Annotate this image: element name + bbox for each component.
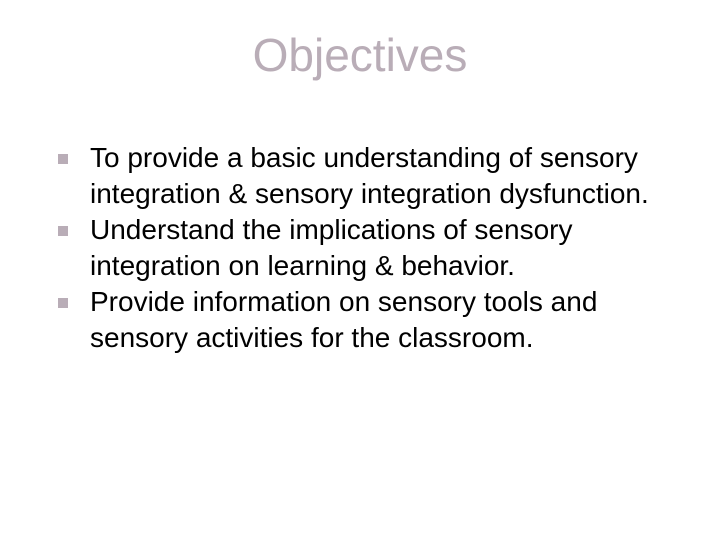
bullet-icon (58, 154, 68, 164)
slide-title: Objectives (0, 28, 720, 82)
bullet-icon (58, 226, 68, 236)
list-item: Provide information on sensory tools and… (58, 284, 670, 356)
bullet-list: To provide a basic understanding of sens… (58, 140, 670, 356)
bullet-icon (58, 298, 68, 308)
list-item: Understand the implications of sensory i… (58, 212, 670, 284)
bullet-text: Understand the implications of sensory i… (90, 212, 670, 284)
bullet-text: Provide information on sensory tools and… (90, 284, 670, 356)
slide: Objectives To provide a basic understand… (0, 0, 720, 540)
bullet-text: To provide a basic understanding of sens… (90, 140, 670, 212)
list-item: To provide a basic understanding of sens… (58, 140, 670, 212)
